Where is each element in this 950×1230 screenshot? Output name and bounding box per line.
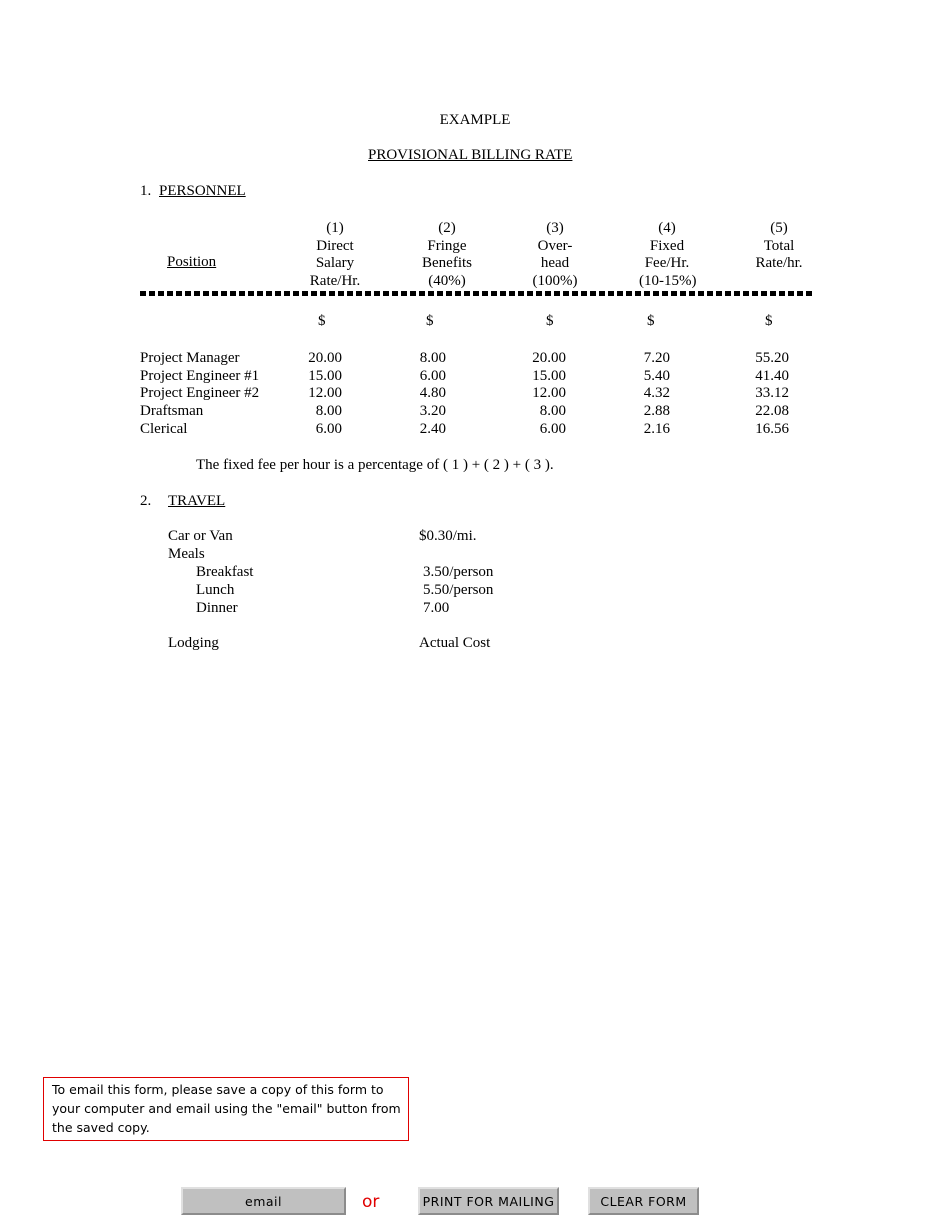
currency-symbol: $ bbox=[546, 313, 554, 329]
rate-value: 6.00 bbox=[315, 420, 342, 437]
travel-item-label: Dinner bbox=[196, 600, 238, 616]
rate-value: 8.00 bbox=[315, 403, 342, 420]
fixed-fee-note: The fixed fee per hour is a percentage o… bbox=[196, 457, 554, 473]
section-heading-personnel: PERSONNEL bbox=[159, 183, 246, 199]
column-header-line: Fixed bbox=[649, 237, 685, 254]
position-name: Project Manager bbox=[140, 350, 240, 366]
column-header-line: (4) bbox=[658, 220, 676, 236]
rate-value: 55.20 bbox=[755, 350, 789, 366]
position-name: Draftsman bbox=[140, 403, 204, 420]
rate-value: 2.40 bbox=[419, 420, 446, 437]
column-header-line: Rate/hr. bbox=[755, 255, 803, 272]
rate-value: 20.00 bbox=[532, 350, 566, 366]
rate-value: 2.16 bbox=[643, 420, 670, 437]
column-header-line: (1) bbox=[326, 220, 344, 236]
rate-value: 6.00 bbox=[419, 367, 446, 384]
column-header-line: head bbox=[540, 255, 570, 272]
currency-symbol: $ bbox=[647, 313, 655, 329]
position-name: Project Engineer #2 bbox=[140, 385, 260, 402]
section-heading-travel: TRAVEL bbox=[168, 493, 226, 509]
travel-item-label: Lodging bbox=[168, 635, 219, 651]
travel-item-label: Car or Van bbox=[168, 528, 233, 544]
column-header-line: Rate/Hr. bbox=[309, 273, 361, 290]
column-header-line: (5) bbox=[770, 220, 788, 236]
travel-item-value: 7.00 bbox=[423, 600, 450, 616]
travel-item-value: 5.50/person bbox=[423, 582, 494, 598]
travel-item-value: $0.30/mi. bbox=[419, 528, 477, 544]
email-button[interactable]: email bbox=[181, 1187, 346, 1215]
rate-value: 20.00 bbox=[308, 350, 342, 366]
column-header-line: (3) bbox=[546, 220, 564, 236]
travel-item-value: 3.50/person bbox=[423, 564, 494, 580]
column-header-line: (10-15%) bbox=[639, 273, 697, 290]
column-header-line: Benefits bbox=[422, 255, 472, 272]
rate-value: 6.00 bbox=[539, 420, 566, 437]
column-header-line: Fee/Hr. bbox=[644, 255, 690, 272]
section-number: 2. bbox=[140, 493, 152, 509]
rate-value: 15.00 bbox=[532, 367, 566, 384]
rate-value: 8.00 bbox=[419, 350, 446, 366]
rate-value: 4.32 bbox=[643, 385, 670, 402]
travel-item-label: Breakfast bbox=[196, 564, 254, 580]
column-header-line: (100%) bbox=[532, 273, 578, 290]
column-header-line: Salary bbox=[315, 255, 355, 272]
travel-item-label: Meals bbox=[168, 546, 205, 562]
email-instructions: To email this form, please save a copy o… bbox=[43, 1077, 409, 1141]
travel-item-value: Actual Cost bbox=[419, 635, 491, 651]
dashed-divider bbox=[140, 291, 815, 296]
currency-symbol: $ bbox=[426, 313, 434, 329]
column-header-line: Fringe bbox=[427, 237, 467, 254]
rate-value: 33.12 bbox=[755, 385, 789, 402]
column-header-line: Over- bbox=[537, 237, 573, 254]
rate-value: 2.88 bbox=[643, 403, 670, 420]
document-subtitle: PROVISIONAL BILLING RATE bbox=[368, 147, 573, 163]
position-name: Clerical bbox=[140, 420, 188, 437]
rate-value: 4.80 bbox=[419, 385, 446, 402]
section-number: 1. bbox=[140, 183, 152, 199]
rate-value: 5.40 bbox=[643, 367, 670, 384]
clear-form-button[interactable]: CLEAR FORM bbox=[588, 1187, 699, 1215]
or-label: or bbox=[362, 1192, 380, 1212]
rate-value: 8.00 bbox=[539, 403, 566, 420]
document-title: EXAMPLE bbox=[439, 112, 511, 128]
position-name: Project Engineer #1 bbox=[140, 367, 260, 384]
column-header-line: Total bbox=[763, 237, 795, 254]
print-for-mailing-button[interactable]: PRINT FOR MAILING bbox=[418, 1187, 559, 1215]
rate-value: 12.00 bbox=[308, 385, 342, 402]
column-header-line: (2) bbox=[438, 220, 456, 236]
currency-symbol: $ bbox=[765, 313, 773, 329]
rate-value: 3.20 bbox=[419, 403, 446, 420]
rate-value: 7.20 bbox=[643, 350, 670, 366]
currency-symbol: $ bbox=[318, 313, 326, 329]
rate-value: 12.00 bbox=[532, 385, 566, 402]
travel-item-label: Lunch bbox=[196, 582, 235, 598]
column-header-line: Direct bbox=[316, 237, 354, 254]
rate-value: 22.08 bbox=[755, 403, 789, 420]
rate-value: 41.40 bbox=[755, 367, 789, 384]
rate-value: 15.00 bbox=[308, 367, 342, 384]
rate-value: 16.56 bbox=[755, 420, 789, 437]
position-header: Position bbox=[167, 254, 217, 270]
column-header-line: (40%) bbox=[428, 273, 466, 290]
